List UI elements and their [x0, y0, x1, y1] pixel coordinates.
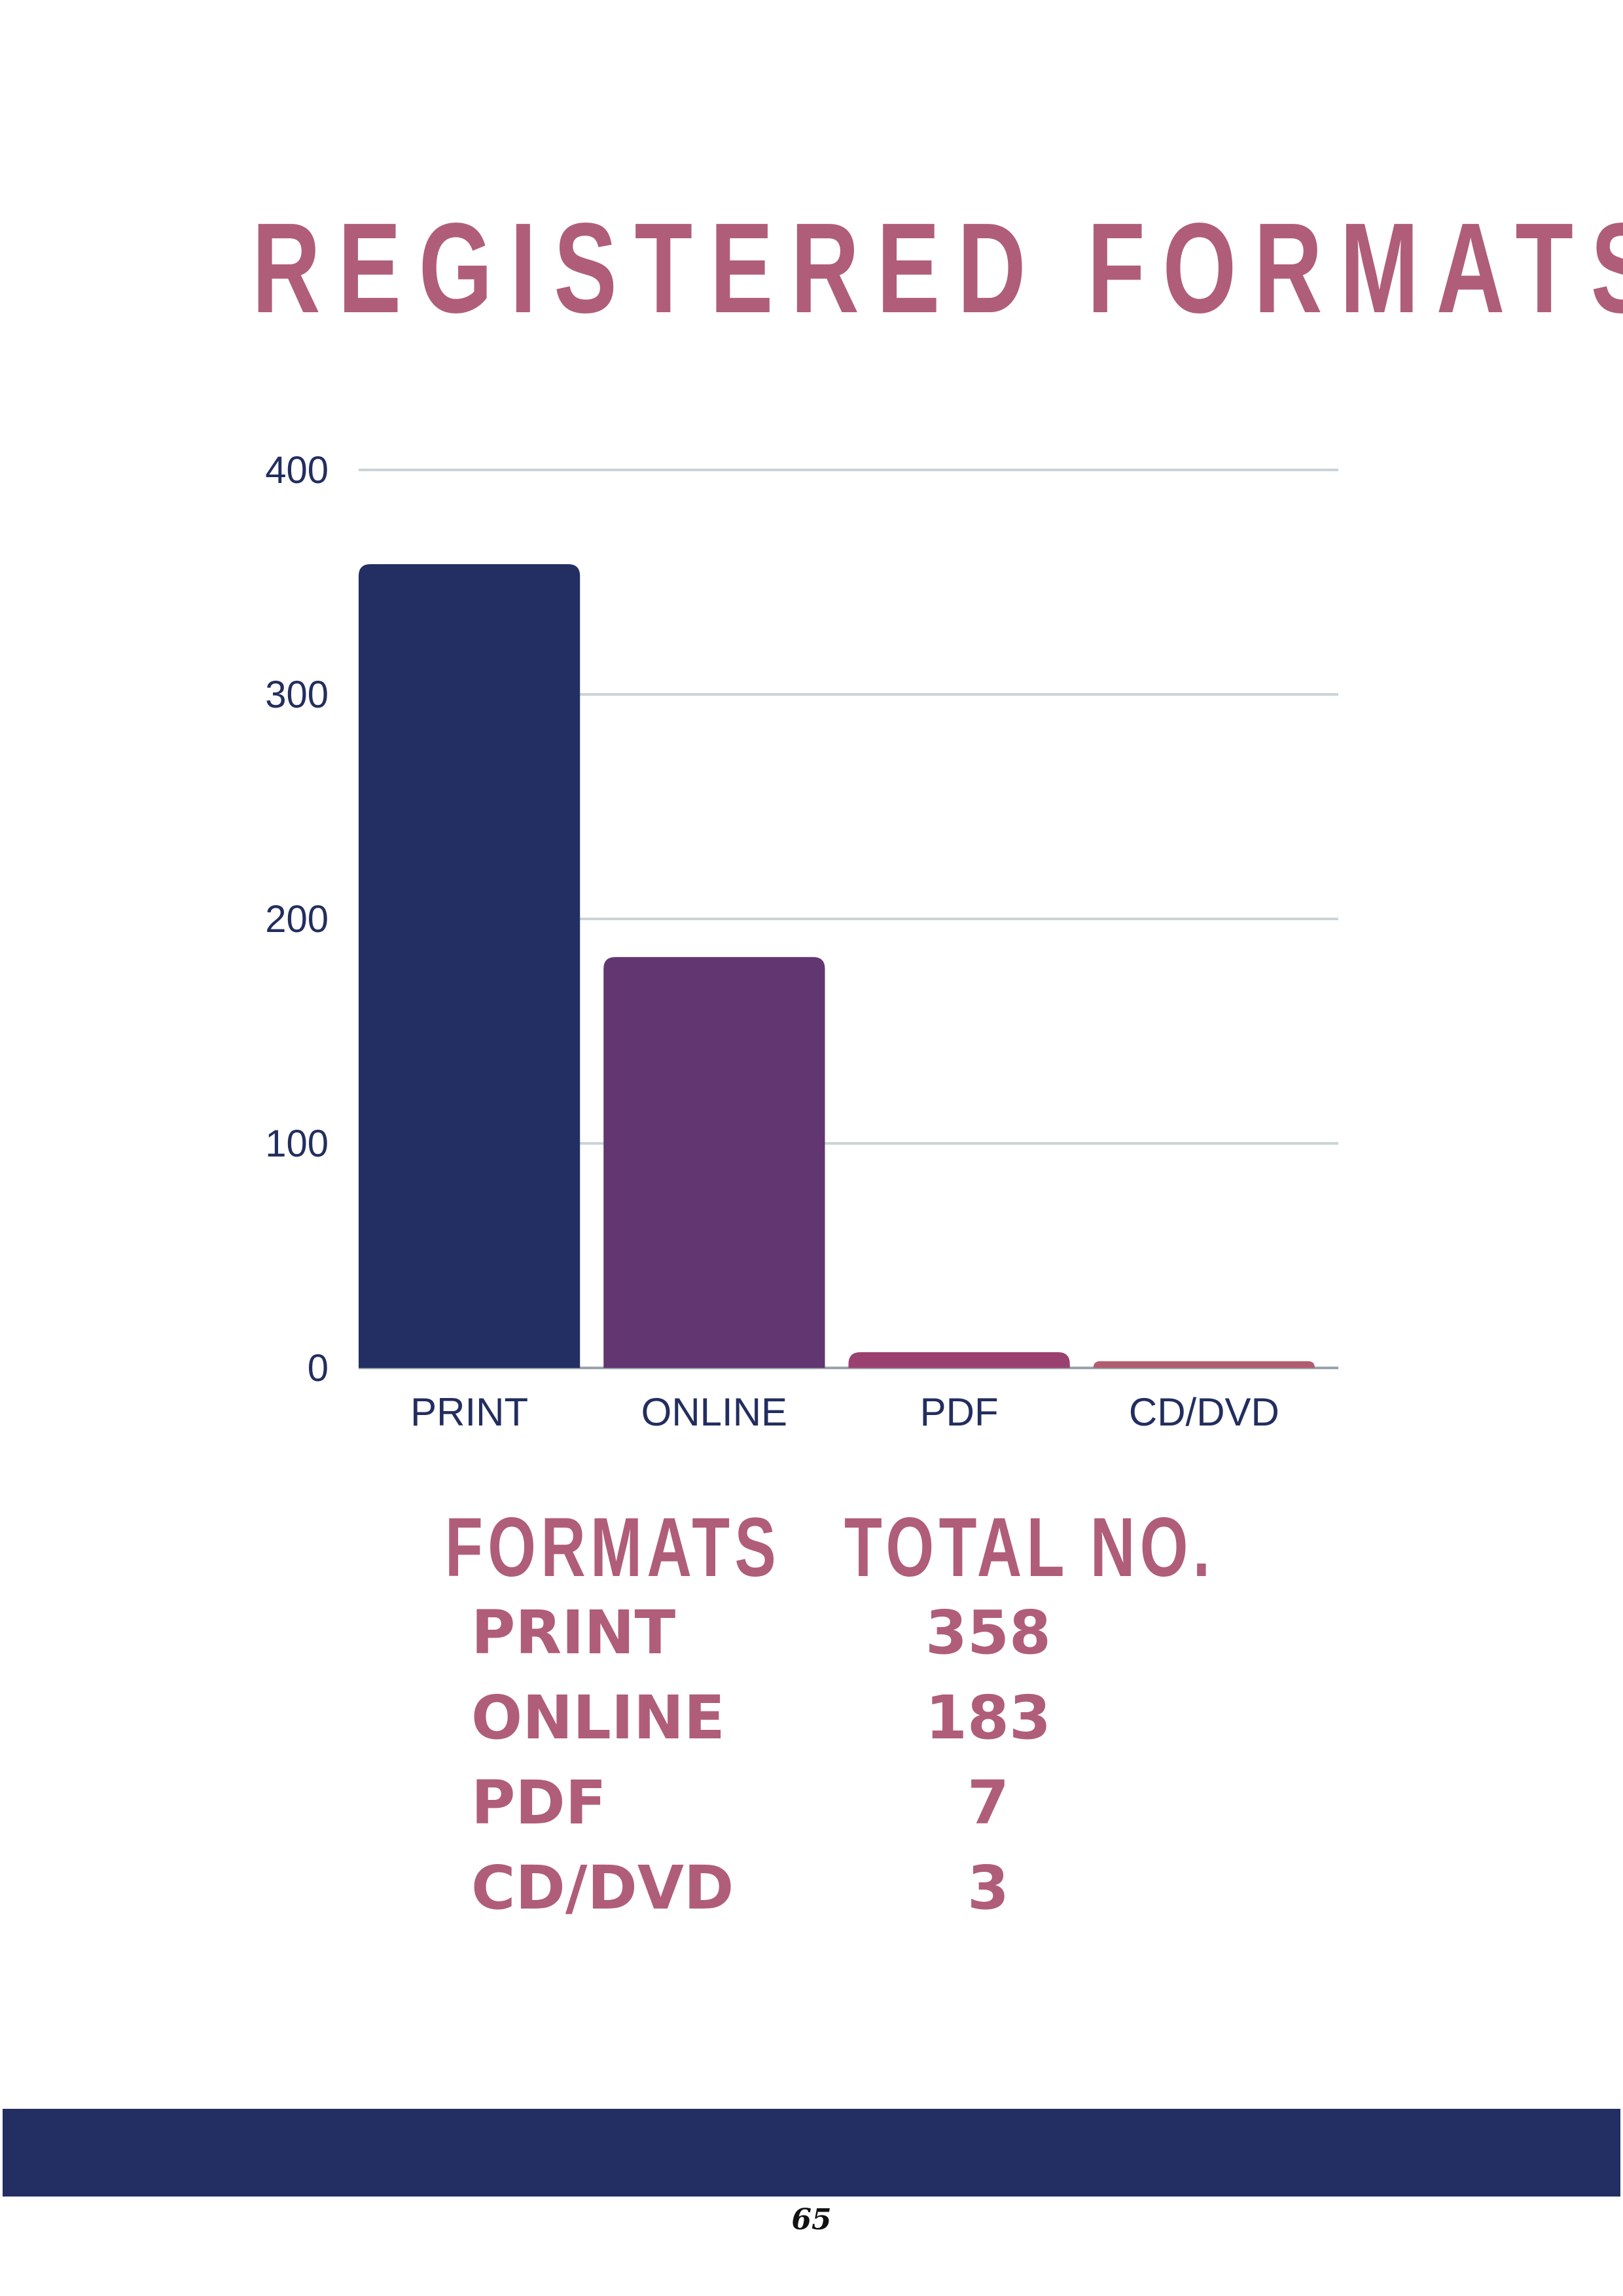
- y-tick-label: 100: [265, 1122, 329, 1165]
- bar-chart: 0 100 200 300 400 PRINT ONLINE PDF CD/DVD: [265, 449, 1338, 1434]
- table-cell-format: CD/DVD: [471, 1853, 734, 1923]
- bar-cd-dvd: [1093, 1361, 1315, 1368]
- chart-bars: [359, 564, 1315, 1368]
- y-tick-label: 0: [308, 1347, 329, 1390]
- bar-print: [359, 564, 580, 1368]
- footer-bar: [3, 2109, 1620, 2197]
- bar-pdf: [848, 1352, 1070, 1368]
- table-cell-total: 3: [967, 1853, 1009, 1923]
- table-header-formats: FORMATS: [445, 1501, 781, 1594]
- y-tick-label: 400: [265, 449, 329, 492]
- table-header-total: TOTAL NO.: [844, 1501, 1215, 1594]
- x-tick-label: ONLINE: [641, 1390, 787, 1434]
- table-cell-format: PDF: [471, 1768, 607, 1838]
- y-tick-label: 200: [265, 898, 329, 941]
- chart-axes: 0 100 200 300 400 PRINT ONLINE PDF CD/DVD: [265, 449, 1279, 1434]
- bar-online: [603, 957, 825, 1368]
- x-tick-label: CD/DVD: [1129, 1390, 1279, 1434]
- x-tick-label: PDF: [920, 1390, 999, 1434]
- table-cell-total: 358: [925, 1598, 1052, 1668]
- table-cell-format: PRINT: [471, 1598, 676, 1668]
- table-cell-format: ONLINE: [471, 1683, 725, 1753]
- page-number: 65: [791, 2203, 832, 2236]
- y-tick-label: 300: [265, 673, 329, 716]
- table-cell-total: 7: [967, 1768, 1009, 1838]
- table-cell-total: 183: [925, 1683, 1052, 1753]
- x-tick-label: PRINT: [410, 1390, 528, 1434]
